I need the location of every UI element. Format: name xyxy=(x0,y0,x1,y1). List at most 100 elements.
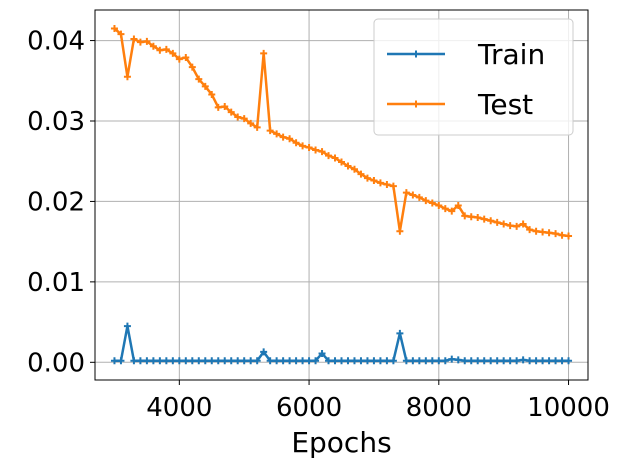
train-data-point xyxy=(363,357,371,365)
test-data-point xyxy=(493,218,501,226)
train-data-point xyxy=(175,357,183,365)
train-data-point xyxy=(273,357,281,365)
x-axis-ticks: 4000 6000 8000 10000 xyxy=(146,380,610,423)
test-data-point xyxy=(312,146,320,154)
train-data-point xyxy=(240,357,248,365)
test-data-point xyxy=(182,53,190,61)
train-data-point xyxy=(383,357,391,365)
test-data-point xyxy=(461,212,469,220)
train-data-point xyxy=(396,329,404,337)
test-data-point xyxy=(156,46,164,54)
test-data-point xyxy=(273,130,281,138)
train-data-point xyxy=(565,357,573,365)
test-data-point xyxy=(532,227,540,235)
test-data-point xyxy=(123,73,131,81)
train-data-point xyxy=(325,357,333,365)
train-data-point xyxy=(117,357,125,365)
train-data-point xyxy=(221,357,229,365)
legend-box xyxy=(373,18,574,136)
test-data-point xyxy=(526,226,534,234)
test-data-point xyxy=(435,201,443,209)
train-data-point xyxy=(539,357,547,365)
test-data-point xyxy=(409,191,417,199)
train-data-point xyxy=(558,357,566,365)
test-data-point xyxy=(318,148,326,156)
train-data-point xyxy=(195,357,203,365)
test-data-point xyxy=(402,189,410,197)
train-data-point xyxy=(214,357,222,365)
test-data-point xyxy=(389,182,397,190)
train-data-point xyxy=(279,357,287,365)
train-data-point xyxy=(441,357,449,365)
train-data-point xyxy=(234,357,242,365)
test-data-point xyxy=(299,142,307,150)
train-data-point xyxy=(260,348,268,356)
test-data-point xyxy=(558,231,566,239)
train-data-point xyxy=(299,357,307,365)
test-data-point xyxy=(350,165,358,173)
test-data-point xyxy=(227,108,235,116)
train-data-point xyxy=(422,357,430,365)
test-data-point xyxy=(552,230,560,238)
train-data-point xyxy=(545,357,553,365)
test-data-point xyxy=(266,127,274,135)
test-data-point xyxy=(130,35,138,43)
test-data-point xyxy=(415,193,423,201)
y-tick-label: 0.01 xyxy=(27,268,85,298)
legend-label: Test xyxy=(477,88,533,121)
train-data-point xyxy=(506,357,514,365)
test-data-point xyxy=(376,179,384,187)
train-data-point xyxy=(461,357,469,365)
test-data-point xyxy=(208,90,216,98)
test-data-point xyxy=(325,152,333,160)
x-tick-label: 8000 xyxy=(406,393,472,423)
train-data-point xyxy=(448,355,456,363)
train-data-point xyxy=(247,357,255,365)
train-series-line xyxy=(114,324,569,362)
y-axis-ticks: 0.00 0.01 0.02 0.03 0.04 xyxy=(27,27,95,378)
test-data-point xyxy=(286,135,294,143)
test-data-point xyxy=(110,25,118,32)
test-data-point xyxy=(448,207,456,215)
test-data-point xyxy=(500,220,508,228)
train-data-point xyxy=(519,356,527,364)
test-data-point xyxy=(467,213,475,221)
test-data-point xyxy=(506,222,514,230)
train-data-point xyxy=(552,357,560,365)
test-data-point xyxy=(201,82,209,90)
train-data-point xyxy=(428,357,436,365)
train-data-point xyxy=(402,357,410,365)
train-data-point xyxy=(188,357,196,365)
test-data-point xyxy=(480,215,488,223)
train-data-point xyxy=(480,357,488,365)
train-data-point xyxy=(208,357,216,365)
test-data-point xyxy=(519,220,527,228)
test-data-point xyxy=(357,170,365,178)
test-data-point xyxy=(149,42,157,50)
test-data-point xyxy=(234,113,242,121)
train-data-point xyxy=(182,357,190,365)
test-data-point xyxy=(474,214,482,222)
series-layer xyxy=(110,25,573,365)
train-data-point xyxy=(526,357,534,365)
train-data-point xyxy=(350,357,358,365)
train-data-point xyxy=(344,357,352,365)
train-data-point xyxy=(266,357,274,365)
train-data-point xyxy=(123,322,131,330)
train-data-point xyxy=(357,357,365,365)
train-data-point xyxy=(532,357,540,365)
train-data-point xyxy=(253,357,261,365)
test-data-point xyxy=(487,217,495,225)
legend-item-test: Test xyxy=(387,88,533,121)
test-data-point xyxy=(565,232,573,240)
train-data-point xyxy=(312,357,320,365)
train-data-point xyxy=(110,357,118,365)
test-series xyxy=(110,25,573,240)
train-data-point xyxy=(286,357,294,365)
train-data-point xyxy=(493,357,501,365)
test-data-point xyxy=(363,174,371,182)
train-data-point xyxy=(331,357,339,365)
legend-item-train: Train xyxy=(387,38,545,71)
y-tick-label: 0.02 xyxy=(27,187,85,217)
